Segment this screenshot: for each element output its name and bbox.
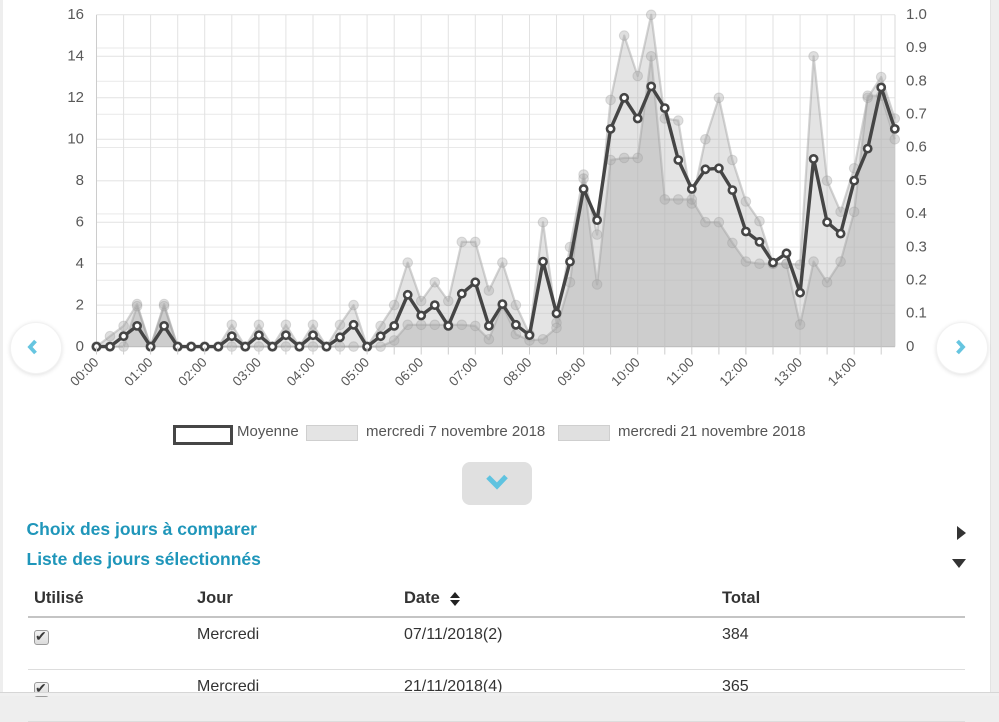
svg-text:2: 2 [76,296,84,313]
svg-text:0.1: 0.1 [906,305,927,322]
svg-text:14:00: 14:00 [825,355,860,390]
svg-text:0.2: 0.2 [906,271,927,288]
svg-text:10:00: 10:00 [608,355,643,390]
svg-text:14: 14 [67,48,84,65]
svg-text:00:00: 00:00 [67,355,102,390]
svg-text:13:00: 13:00 [771,355,806,390]
svg-text:0.6: 0.6 [906,139,927,156]
svg-text:02:00: 02:00 [175,355,210,390]
svg-text:1.0: 1.0 [906,6,927,23]
svg-text:0.9: 0.9 [906,39,927,56]
svg-text:16: 16 [67,6,84,23]
svg-text:05:00: 05:00 [338,355,373,390]
svg-text:09:00: 09:00 [554,355,589,390]
svg-text:0.4: 0.4 [906,205,927,222]
svg-text:08:00: 08:00 [500,355,535,390]
svg-text:12: 12 [67,89,84,106]
svg-text:0.3: 0.3 [906,238,927,255]
svg-text:0.7: 0.7 [906,106,927,123]
svg-text:8: 8 [76,172,84,189]
svg-text:01:00: 01:00 [121,355,156,390]
svg-text:04:00: 04:00 [284,355,319,390]
svg-text:07:00: 07:00 [446,355,481,390]
svg-text:12:00: 12:00 [717,355,752,390]
svg-text:11:00: 11:00 [663,355,697,389]
svg-text:0.5: 0.5 [906,172,927,189]
svg-text:6: 6 [76,213,84,230]
svg-text:4: 4 [76,255,84,272]
svg-text:06:00: 06:00 [392,355,427,390]
svg-text:0: 0 [906,338,914,355]
svg-text:0: 0 [76,338,84,355]
svg-text:0.8: 0.8 [906,72,927,89]
svg-text:03:00: 03:00 [230,355,265,390]
svg-text:10: 10 [67,131,84,148]
